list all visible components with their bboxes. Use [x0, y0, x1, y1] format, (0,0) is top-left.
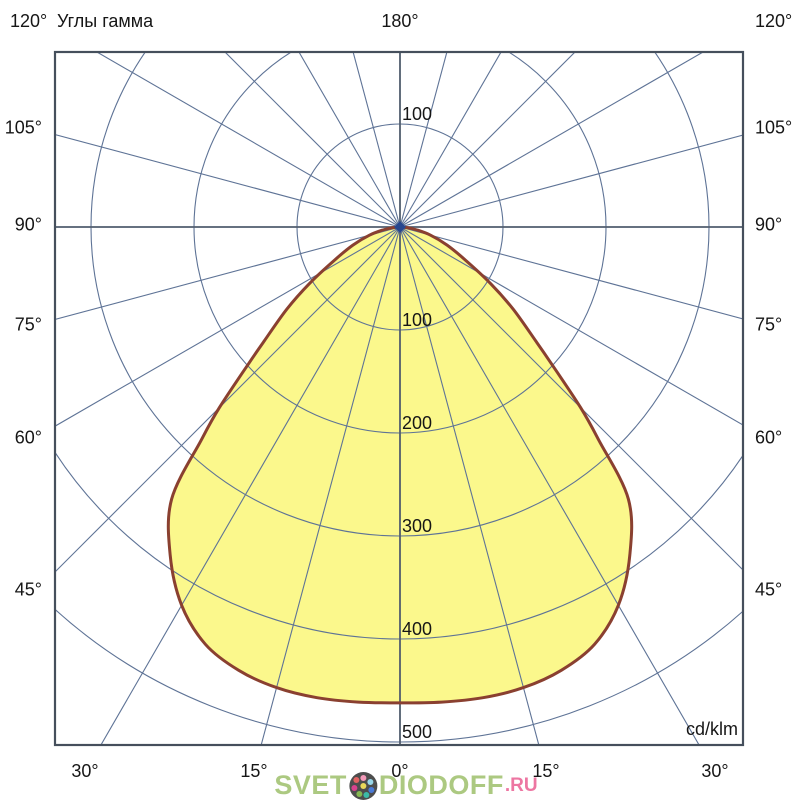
color-dots-logo-icon [348, 771, 377, 800]
angle-label-right-75: 75° [755, 314, 783, 335]
grid-ray-30 [399, 226, 700, 745]
intensity-curve-outline [166, 225, 634, 705]
grid-ray-150 [298, 52, 401, 228]
angle-label-right-105: 105° [755, 117, 793, 138]
ring-label-300: 300 [402, 516, 433, 536]
grid-ray-165 [352, 52, 401, 228]
unit-label: cd/klm [685, 719, 738, 739]
ring-label-400: 400 [402, 619, 433, 639]
grid-ray-15 [260, 226, 401, 745]
grid-ray-120 [399, 52, 705, 228]
angle-label-bottom-30l: 30° [71, 761, 99, 781]
grid-ray-135 [399, 52, 576, 228]
ring-label-200: 200 [402, 413, 433, 433]
grid-ray-120 [95, 52, 401, 228]
angle-label-bottom-15r: 15° [532, 761, 560, 781]
angle-label-right-60: 60° [755, 427, 783, 448]
grid-ray-105 [55, 133, 401, 228]
angle-label-bottom-30r: 30° [701, 761, 729, 781]
angle-label-left-105: 105° [4, 117, 42, 138]
angle-label-bottom-0: 0° [391, 761, 409, 781]
watermark-prefix: SVET [274, 770, 347, 800]
angle-label-bottom-15l: 15° [240, 761, 268, 781]
grid-ray-15 [399, 226, 540, 745]
grid-ray-30 [100, 226, 401, 745]
angle-label-top-right: 120° [755, 11, 793, 31]
grid-ray-105 [399, 134, 743, 228]
angle-label-right-90: 90° [755, 214, 783, 235]
grid-ray-45 [399, 226, 743, 571]
grid-ray-45 [55, 226, 401, 573]
plot-border [53, 50, 745, 747]
pole-marker [394, 221, 406, 233]
ring-label-100-top: 100 [402, 104, 433, 124]
angle-label-left-75: 75° [14, 314, 42, 335]
watermark: SVET DIODOFF .RU [274, 770, 537, 800]
grid-ray-165 [399, 52, 448, 228]
angle-label-right-45: 45° [755, 579, 783, 600]
grid-ray-150 [399, 52, 502, 228]
angle-label-top-center: 180° [381, 11, 419, 31]
angle-label-left-60: 60° [14, 427, 42, 448]
ring-label-500: 500 [402, 722, 433, 742]
grid-ray-60 [55, 226, 401, 427]
grid-ray-60 [399, 226, 743, 426]
angle-label-top-left: 120° [10, 11, 48, 31]
intensity-outline [166, 225, 634, 705]
pole-dot [394, 221, 406, 233]
grid-ray-135 [224, 52, 401, 228]
angle-label-left-90: 90° [14, 214, 42, 235]
watermark-tld: .RU [504, 774, 538, 796]
chart-title: Углы гамма [57, 11, 154, 31]
grid-ray-75 [399, 226, 743, 320]
grid-ray-75 [55, 226, 401, 321]
angle-label-left-45: 45° [14, 579, 42, 600]
watermark-brand: DIODOFF [378, 770, 504, 800]
border-rect [53, 50, 745, 747]
ring-label-100: 100 [402, 310, 433, 330]
